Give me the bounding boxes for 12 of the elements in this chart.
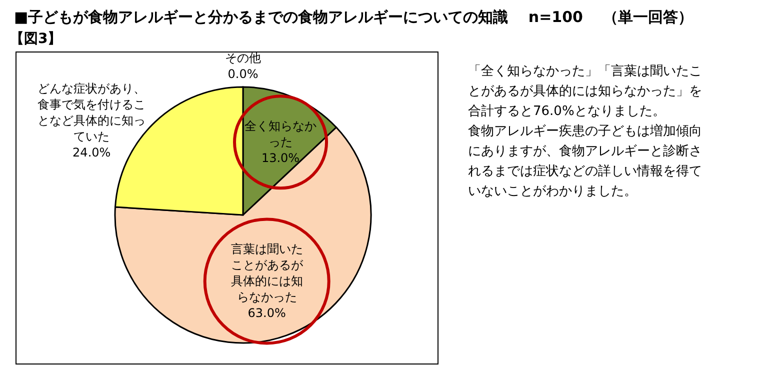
chart-subtitle: 【図3】 — [10, 31, 62, 47]
data-label: 63.0% — [248, 306, 286, 320]
data-label: 13.0% — [261, 151, 300, 166]
text: 0.0% — [228, 67, 258, 82]
data-label: 24.0% — [72, 145, 111, 160]
chart-title: ■子どもが食物アレルギーと分かるまでの食物アレルギーについての知識 n=100 （単一回答） — [14, 8, 694, 26]
category-label: その他 — [225, 51, 261, 66]
text: 「全く知らなかった」「言葉は聞いたことがあるが具体的には知らなかった」を合計すると76.0%となりました。 — [468, 63, 702, 119]
slice-label: 全く知らなかった — [244, 119, 317, 150]
slice-label: どんな症状があり、食事で気を付けることなど具体的に知っていた — [38, 81, 146, 144]
slice-label: 言葉は聞いたことがあるが具体的には知らなかった — [230, 242, 304, 304]
text: 食物アレルギー疾患の子どもは増加傾向にありますが、食物アレルギーと診断されるまでは症状などの詳しい情報を得ていないことがわかりました。 — [468, 123, 702, 199]
